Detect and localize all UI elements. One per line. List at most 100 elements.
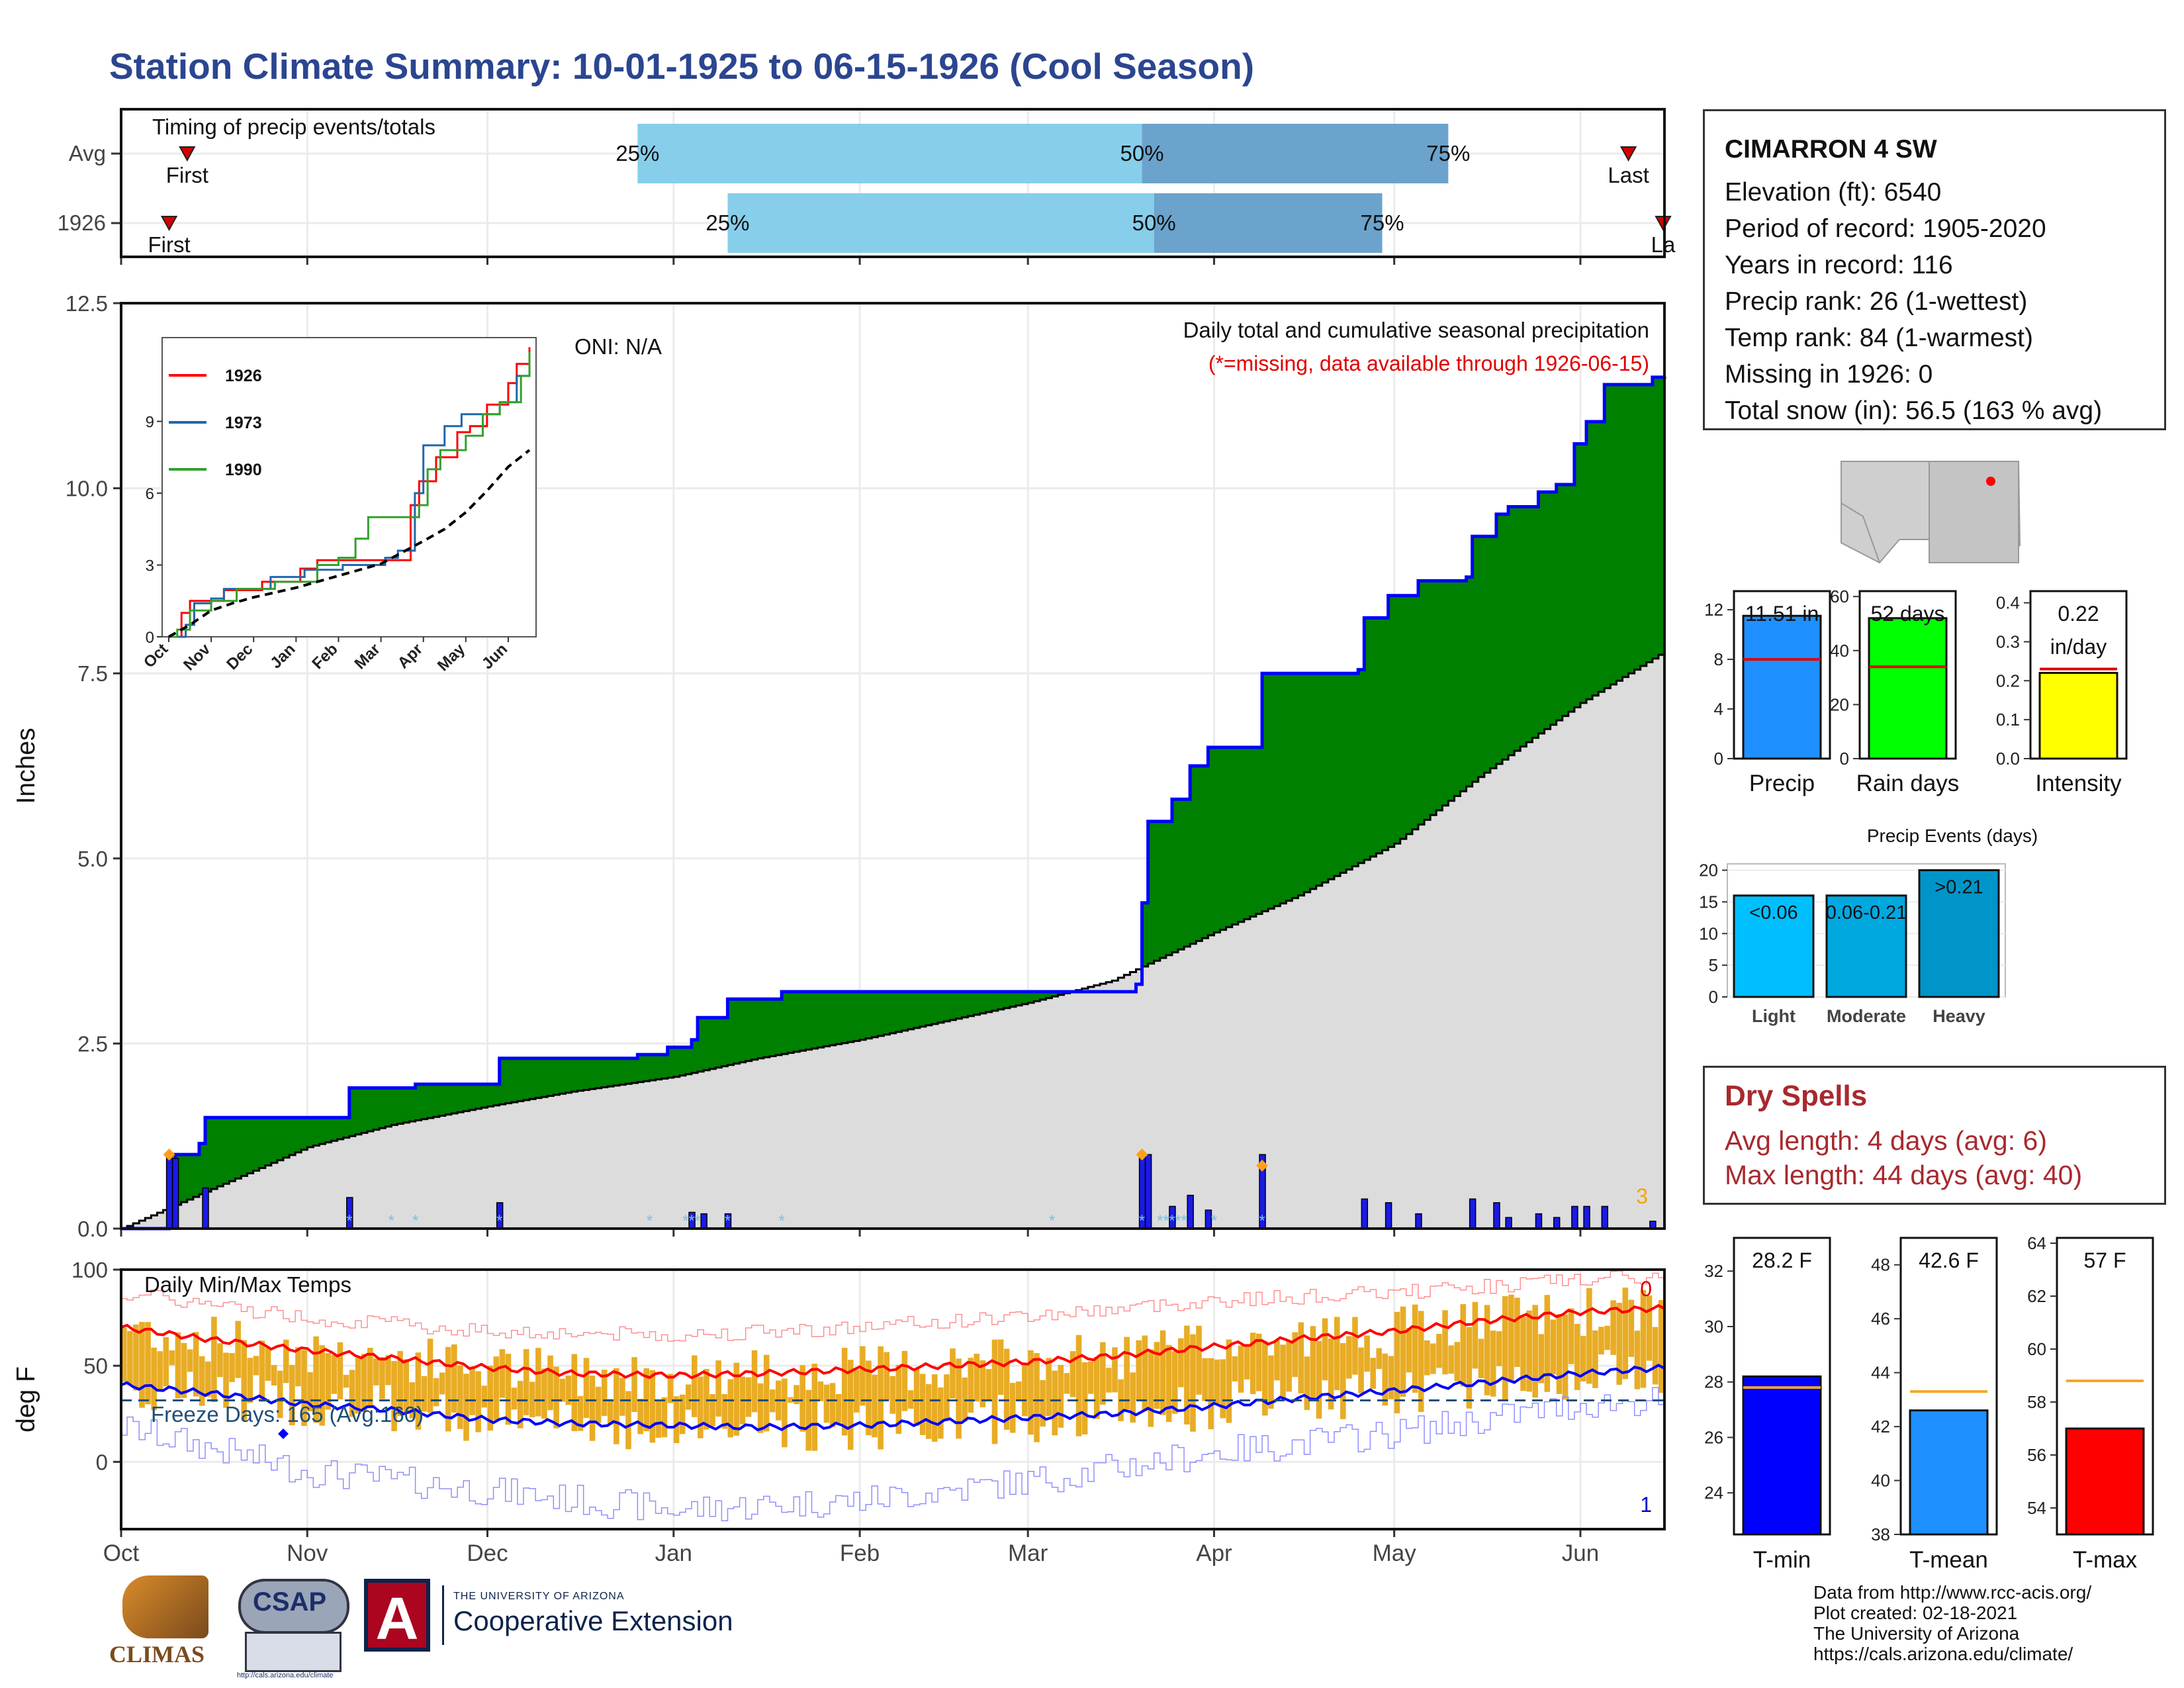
daily-temp-range-bar: [1232, 1356, 1238, 1382]
events-y-tick-label: 20: [1699, 861, 1718, 880]
timing-p75-label: 75%: [1360, 211, 1404, 235]
daily-temp-range-bar: [1532, 1305, 1538, 1398]
daily-temp-range-bar: [229, 1352, 235, 1382]
daily-temp-range-bar: [1100, 1342, 1106, 1405]
daily-temp-range-bar: [469, 1368, 475, 1415]
daily-temp-range-bar: [475, 1371, 481, 1432]
daily-temp-range-bar: [1171, 1350, 1178, 1414]
station-missing: Missing in 1926: 0: [1725, 360, 1933, 389]
daily-temp-range-bar: [1430, 1343, 1436, 1374]
events-category-label: Moderate: [1827, 1006, 1906, 1026]
daily-temp-range-bar: [692, 1355, 698, 1417]
daily-temp-range-bar: [1496, 1331, 1502, 1366]
daily-temp-range-bar: [1208, 1358, 1214, 1430]
daily-temp-range-bar: [1526, 1310, 1532, 1392]
daily-precip-bar: [1187, 1194, 1194, 1229]
daily-temp-range-bar: [956, 1358, 962, 1439]
daily-temp-range-bar: [367, 1348, 373, 1409]
precip-y-tick-label: 10.0: [66, 477, 108, 501]
daily-temp-range-bar: [823, 1384, 830, 1423]
daily-temp-range-bar: [866, 1360, 872, 1436]
daily-temp-range-bar: [391, 1361, 397, 1432]
daily-temp-range-bar: [1268, 1355, 1274, 1409]
snow-marker: *: [688, 1212, 694, 1230]
daily-temp-range-bar: [1628, 1299, 1635, 1357]
temps-y-tick-label: 50: [83, 1354, 108, 1378]
dry-spells-max: Max length: 44 days (avg: 40): [1725, 1160, 2083, 1190]
average-max-temp-line: [120, 1303, 1665, 1380]
snow-marker: *: [388, 1212, 394, 1230]
daily-temp-range-bar: [325, 1353, 332, 1410]
daily-temp-range-bar: [463, 1374, 469, 1441]
daily-temp-range-bar: [253, 1356, 259, 1376]
daily-temp-range-bar: [1040, 1380, 1046, 1427]
daily-precip-bar: [1601, 1205, 1609, 1229]
daily-temp-range-bar: [1442, 1310, 1448, 1375]
daily-temp-range-bar: [415, 1352, 422, 1430]
daily-temp-range-bar: [427, 1338, 433, 1413]
daily-temp-range-bar: [487, 1366, 494, 1431]
snow-marker: *: [496, 1212, 502, 1230]
inset-series-line: [168, 449, 531, 638]
events-bar: [1918, 869, 2000, 998]
events-bar-label: <0.06: [1749, 902, 1797, 923]
csap-logo: CSAP http://cals.arizona.edu/climate: [232, 1575, 351, 1681]
daily-temp-range-bar: [835, 1393, 842, 1423]
inset-y-tick-label: 9: [146, 414, 154, 432]
daily-temp-range-bar: [1274, 1340, 1280, 1381]
daily-temp-range-bar: [1358, 1347, 1364, 1393]
precip-y-tick-label: 0.0: [77, 1217, 108, 1241]
daily-temp-range-bar: [1454, 1342, 1460, 1382]
daily-temp-range-bar: [1586, 1288, 1592, 1384]
timing-bar-q1: [727, 193, 1154, 253]
summary-y-tick-label: 46: [1871, 1309, 1890, 1329]
summary-value-label: 52 days: [1870, 602, 1944, 626]
climas-mark-icon: [122, 1575, 208, 1638]
daily-temp-range-bar: [373, 1358, 379, 1385]
precip-frame: [120, 302, 1666, 1230]
daily-temp-range-bar: [679, 1394, 686, 1434]
daily-temp-range-bar: [1448, 1345, 1454, 1374]
daily-precip-bar: [1469, 1198, 1477, 1229]
timing-title: Timing of precip events/totals: [152, 115, 435, 139]
daily-temp-range-bar: [217, 1343, 223, 1378]
daily-temp-range-bar: [913, 1368, 920, 1426]
daily-temp-range-bar: [445, 1346, 451, 1432]
daily-temp-range-bar: [175, 1332, 181, 1399]
daily-temp-range-bar: [1412, 1304, 1418, 1393]
daily-temp-range-bar: [673, 1396, 680, 1444]
record-high-count: 0: [1640, 1277, 1652, 1301]
daily-temp-range-bar: [553, 1366, 559, 1429]
timing-row-label: 1926: [58, 211, 106, 235]
timing-bar-q2: [1142, 124, 1449, 183]
cumulative-precip-line: [121, 375, 1666, 1231]
daily-temp-range-bar: [157, 1351, 163, 1391]
precip-panel-subtitle: (*=missing, data available through 1926-…: [1208, 352, 1649, 375]
daily-temp-range-bar: [1562, 1314, 1569, 1400]
inset-y-tick-label: 3: [146, 557, 154, 575]
inset-legend-label: 1926: [225, 367, 262, 385]
record-low-line: [121, 1387, 1664, 1522]
temps-panel: Oct Nov Dec Jan Feb Mar Apr May Jun 0 50 100 deg F Fr…: [12, 1258, 1666, 1566]
daily-temp-range-bar: [1214, 1359, 1220, 1404]
temps-y-axis-label: deg F: [12, 1366, 40, 1432]
daily-temp-range-bar: [1003, 1348, 1010, 1430]
daily-temp-range-bar: [1544, 1295, 1551, 1392]
daily-temp-range-bar: [223, 1352, 229, 1408]
daily-temp-range-bar: [571, 1354, 578, 1432]
summary-panel-label: Rain days: [1856, 771, 1960, 796]
daily-temp-range-bar: [271, 1365, 277, 1385]
logo-divider: [442, 1585, 444, 1645]
station-elevation: Elevation (ft): 6540: [1725, 178, 1942, 207]
timing-bar-q2: [1154, 193, 1383, 253]
credit-line: Data from http://www.rcc-acis.org/: [1813, 1582, 2092, 1603]
daily-temp-range-bar: [1310, 1326, 1316, 1398]
daily-temp-range-bar: [601, 1370, 608, 1417]
snow-marker: *: [682, 1212, 688, 1230]
daily-temp-range-bar: [319, 1345, 326, 1426]
daily-temp-range-bar: [289, 1364, 295, 1426]
snow-marker: *: [778, 1212, 784, 1230]
daily-temp-range-bar: [493, 1356, 500, 1421]
snow-marker: *: [1175, 1212, 1181, 1230]
events-y-tick-label: 10: [1699, 923, 1718, 943]
